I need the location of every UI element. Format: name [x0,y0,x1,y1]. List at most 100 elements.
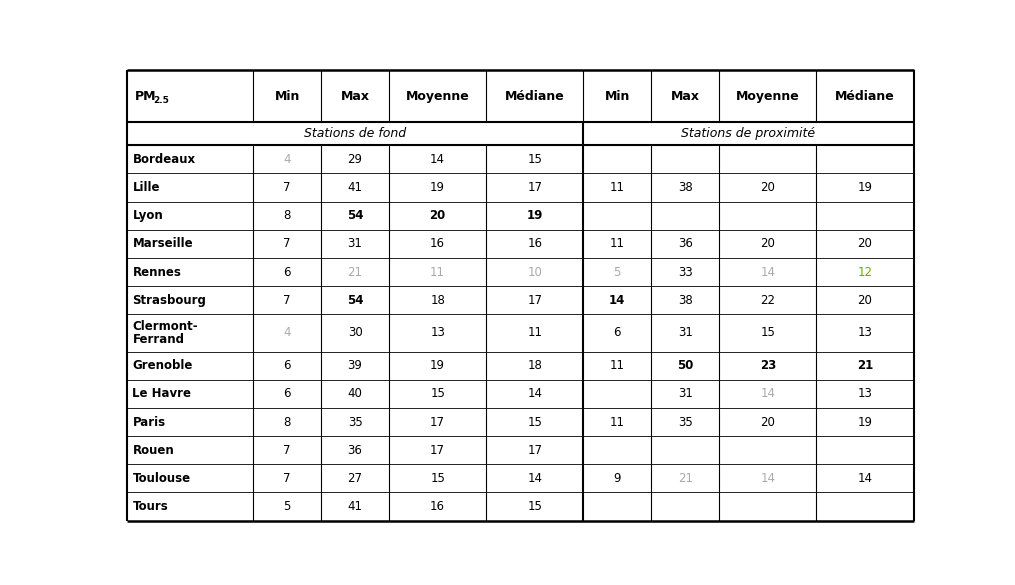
Text: 18: 18 [528,359,542,372]
Text: 38: 38 [678,294,692,307]
Text: 15: 15 [430,387,446,400]
Text: 19: 19 [430,359,446,372]
Text: Tours: Tours [132,500,168,513]
Text: 54: 54 [347,294,363,307]
Text: Min: Min [274,90,299,103]
Text: 39: 39 [348,359,362,372]
Text: Moyenne: Moyenne [406,90,470,103]
Text: 6: 6 [613,326,621,339]
Text: 16: 16 [430,500,446,513]
Text: 17: 17 [430,443,446,457]
Text: 14: 14 [858,472,873,485]
Text: 31: 31 [678,387,692,400]
Text: 40: 40 [348,387,362,400]
Text: 16: 16 [430,238,446,250]
Text: Marseille: Marseille [132,238,193,250]
Text: 35: 35 [348,415,362,429]
Text: 15: 15 [528,415,542,429]
Text: 15: 15 [430,472,446,485]
Text: Grenoble: Grenoble [132,359,193,372]
Text: 27: 27 [347,472,362,485]
Text: 5: 5 [283,500,291,513]
Text: 11: 11 [430,266,446,278]
Text: 15: 15 [528,500,542,513]
Text: 22: 22 [760,294,775,307]
Text: 14: 14 [527,387,542,400]
Text: 13: 13 [430,326,446,339]
Text: 11: 11 [610,359,625,372]
Text: 17: 17 [430,415,446,429]
Text: 7: 7 [283,472,291,485]
Text: Stations de fond: Stations de fond [304,128,406,140]
Text: 8: 8 [283,209,291,222]
Text: Clermont-: Clermont- [132,320,198,333]
Text: 41: 41 [347,181,362,194]
Text: 14: 14 [430,153,446,166]
Text: Ferrand: Ferrand [132,333,185,346]
Text: Toulouse: Toulouse [132,472,191,485]
Text: 31: 31 [678,326,692,339]
Text: Rouen: Rouen [132,443,175,457]
Text: 19: 19 [527,209,543,222]
Text: 21: 21 [347,266,362,278]
Text: 38: 38 [678,181,692,194]
Text: 17: 17 [527,294,542,307]
Text: 15: 15 [528,153,542,166]
Text: 4: 4 [283,326,291,339]
Text: 20: 20 [760,238,775,250]
Text: Lille: Lille [132,181,160,194]
Text: 50: 50 [677,359,693,372]
Text: 11: 11 [610,415,625,429]
Text: Le Havre: Le Havre [132,387,192,400]
Text: 30: 30 [348,326,362,339]
Text: Médiane: Médiane [835,90,895,103]
Text: 20: 20 [858,238,872,250]
Text: 36: 36 [678,238,692,250]
Text: 31: 31 [348,238,362,250]
Text: 7: 7 [283,294,291,307]
Text: 7: 7 [283,181,291,194]
Text: 7: 7 [283,238,291,250]
Text: 54: 54 [347,209,363,222]
Text: Min: Min [605,90,630,103]
Text: 21: 21 [678,472,693,485]
Text: 15: 15 [760,326,775,339]
Text: 20: 20 [429,209,446,222]
Text: 17: 17 [527,181,542,194]
Text: Moyenne: Moyenne [736,90,800,103]
Text: 19: 19 [430,181,446,194]
Text: Max: Max [671,90,699,103]
Text: 5: 5 [614,266,621,278]
Text: 33: 33 [678,266,692,278]
Text: 23: 23 [759,359,775,372]
Text: 8: 8 [283,415,291,429]
Text: 13: 13 [858,326,872,339]
Text: 14: 14 [760,266,775,278]
Text: 20: 20 [858,294,872,307]
Text: 20: 20 [760,181,775,194]
Text: 9: 9 [613,472,621,485]
Text: PM: PM [135,90,156,103]
Text: 17: 17 [527,443,542,457]
Text: 6: 6 [283,387,291,400]
Text: 36: 36 [348,443,362,457]
Text: 7: 7 [283,443,291,457]
Text: Paris: Paris [132,415,165,429]
Text: 4: 4 [283,153,291,166]
Text: 19: 19 [858,415,873,429]
Text: 2.5: 2.5 [153,97,170,105]
Text: Strasbourg: Strasbourg [132,294,206,307]
Text: 10: 10 [528,266,542,278]
Text: 11: 11 [610,181,625,194]
Text: Stations de proximité: Stations de proximité [681,128,815,140]
Text: 12: 12 [858,266,873,278]
Text: 18: 18 [430,294,446,307]
Text: 6: 6 [283,359,291,372]
Text: 14: 14 [760,472,775,485]
Text: 14: 14 [760,387,775,400]
Text: 6: 6 [283,266,291,278]
Text: 19: 19 [858,181,873,194]
Text: 14: 14 [527,472,542,485]
Text: 13: 13 [858,387,872,400]
Text: Médiane: Médiane [504,90,564,103]
